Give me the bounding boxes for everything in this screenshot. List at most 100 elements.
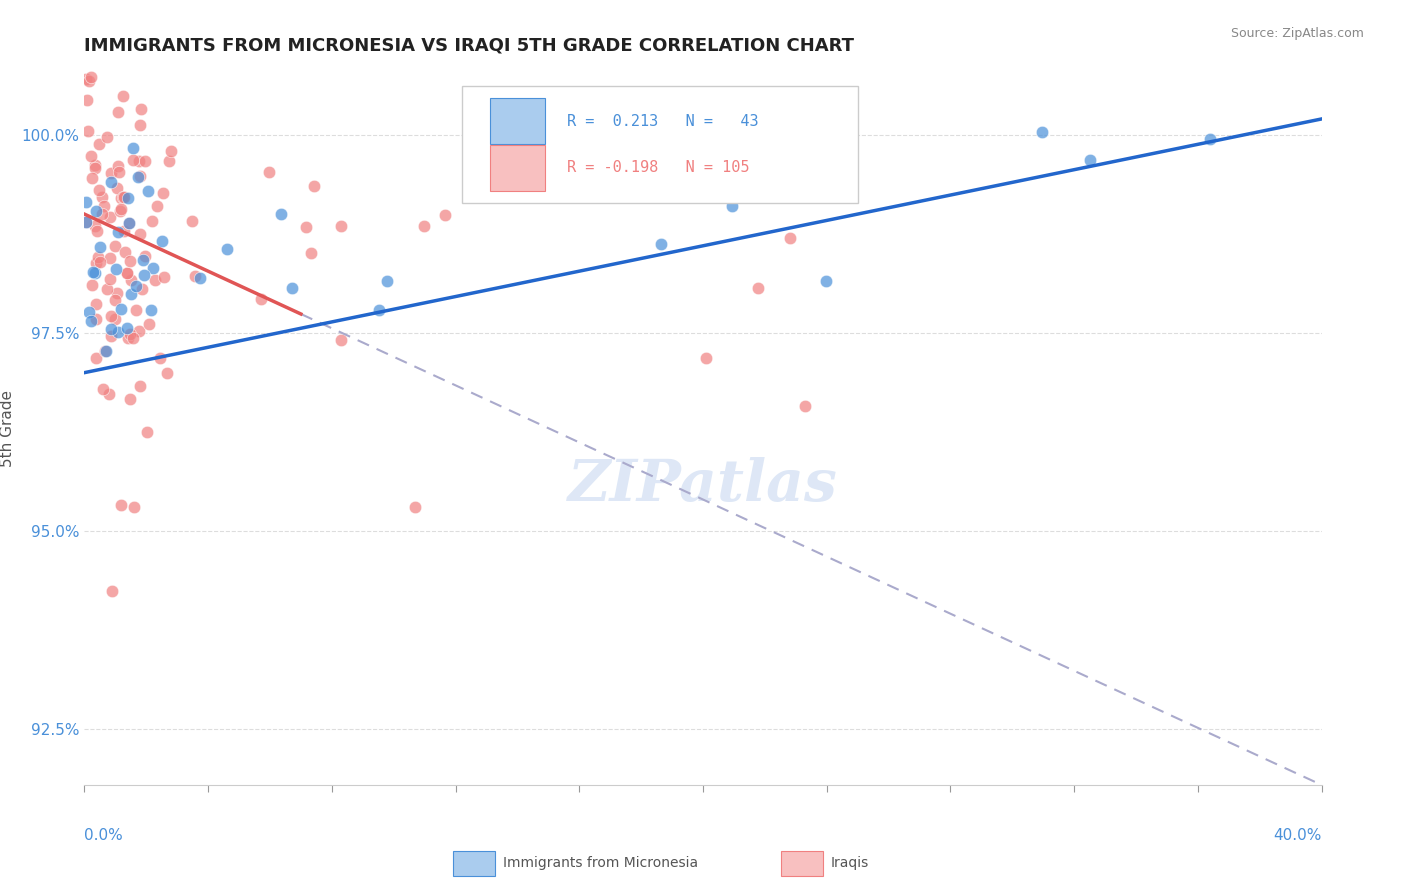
Point xyxy=(129,103,152,117)
Point xyxy=(122,500,145,514)
Point xyxy=(1031,124,1053,138)
Point xyxy=(118,216,141,230)
Point xyxy=(75,215,97,229)
Point xyxy=(110,191,132,205)
Point xyxy=(89,255,111,269)
Point xyxy=(107,105,129,120)
Point xyxy=(79,149,101,163)
Point xyxy=(131,253,153,268)
Point xyxy=(111,190,134,204)
Point xyxy=(80,170,103,185)
Point xyxy=(82,265,104,279)
Point xyxy=(117,331,139,345)
Point xyxy=(302,178,325,193)
Point xyxy=(131,282,153,296)
Point xyxy=(105,285,128,300)
Point xyxy=(721,199,744,213)
Point xyxy=(413,219,436,233)
Point xyxy=(129,118,152,132)
Point xyxy=(110,202,132,216)
Point xyxy=(98,211,121,225)
Point xyxy=(83,266,105,280)
Text: Iraqis: Iraqis xyxy=(831,856,869,871)
Point xyxy=(98,271,121,285)
Point xyxy=(115,266,138,280)
Point xyxy=(98,251,121,265)
Point xyxy=(184,268,207,283)
Point xyxy=(112,224,135,238)
Point xyxy=(110,302,132,317)
Point xyxy=(152,269,174,284)
Point xyxy=(145,199,167,213)
Point xyxy=(118,216,141,230)
FancyBboxPatch shape xyxy=(491,98,544,145)
Point xyxy=(86,224,108,238)
Point xyxy=(120,253,142,268)
Point xyxy=(117,191,139,205)
Point xyxy=(75,214,97,228)
Point xyxy=(120,273,142,287)
Point xyxy=(160,144,183,158)
Point xyxy=(100,174,122,188)
Point xyxy=(100,322,122,336)
Point xyxy=(77,74,100,88)
Point xyxy=(129,169,152,183)
Point xyxy=(110,498,132,512)
Text: 40.0%: 40.0% xyxy=(1274,828,1322,843)
Point xyxy=(96,130,118,145)
Point xyxy=(94,344,117,359)
Point xyxy=(132,268,155,282)
Point xyxy=(404,500,426,514)
Point xyxy=(108,165,131,179)
Point xyxy=(84,161,107,176)
Text: R =  0.213   N =   43: R = 0.213 N = 43 xyxy=(567,114,758,128)
Point xyxy=(107,159,129,173)
Point xyxy=(330,334,353,348)
Point xyxy=(75,72,97,87)
Point xyxy=(75,194,97,209)
Point xyxy=(150,235,173,249)
Point xyxy=(114,245,136,260)
Point xyxy=(139,302,162,317)
Point xyxy=(115,266,138,280)
Point xyxy=(75,48,97,62)
Text: 0.0%: 0.0% xyxy=(84,828,124,843)
Point xyxy=(120,287,142,301)
Point xyxy=(76,93,98,107)
Point xyxy=(104,312,127,326)
Point xyxy=(612,48,634,62)
Point xyxy=(136,425,159,439)
Point xyxy=(330,219,353,233)
Point xyxy=(91,382,114,396)
Point xyxy=(270,207,292,221)
Point xyxy=(122,141,145,155)
Text: ZIPatlas: ZIPatlas xyxy=(568,457,838,514)
Point xyxy=(76,124,98,138)
Point xyxy=(257,165,280,179)
Point xyxy=(89,136,111,151)
Point xyxy=(94,344,117,359)
Point xyxy=(779,231,801,245)
Point xyxy=(138,184,160,198)
Point xyxy=(101,584,124,599)
Point xyxy=(250,293,273,307)
Point xyxy=(84,256,107,270)
Point xyxy=(658,89,681,103)
Point xyxy=(125,303,148,318)
Point xyxy=(87,251,110,265)
Point xyxy=(84,312,107,326)
Point xyxy=(143,273,166,287)
Point xyxy=(1198,131,1220,145)
Point xyxy=(112,190,135,204)
Point xyxy=(107,325,129,339)
Point xyxy=(105,262,128,277)
Point xyxy=(118,392,141,407)
Point xyxy=(180,213,202,227)
Point xyxy=(367,303,389,318)
Point xyxy=(188,271,211,285)
Point xyxy=(125,279,148,293)
Point xyxy=(156,48,179,62)
Point xyxy=(91,207,114,221)
Point xyxy=(80,70,103,84)
FancyBboxPatch shape xyxy=(461,86,858,203)
